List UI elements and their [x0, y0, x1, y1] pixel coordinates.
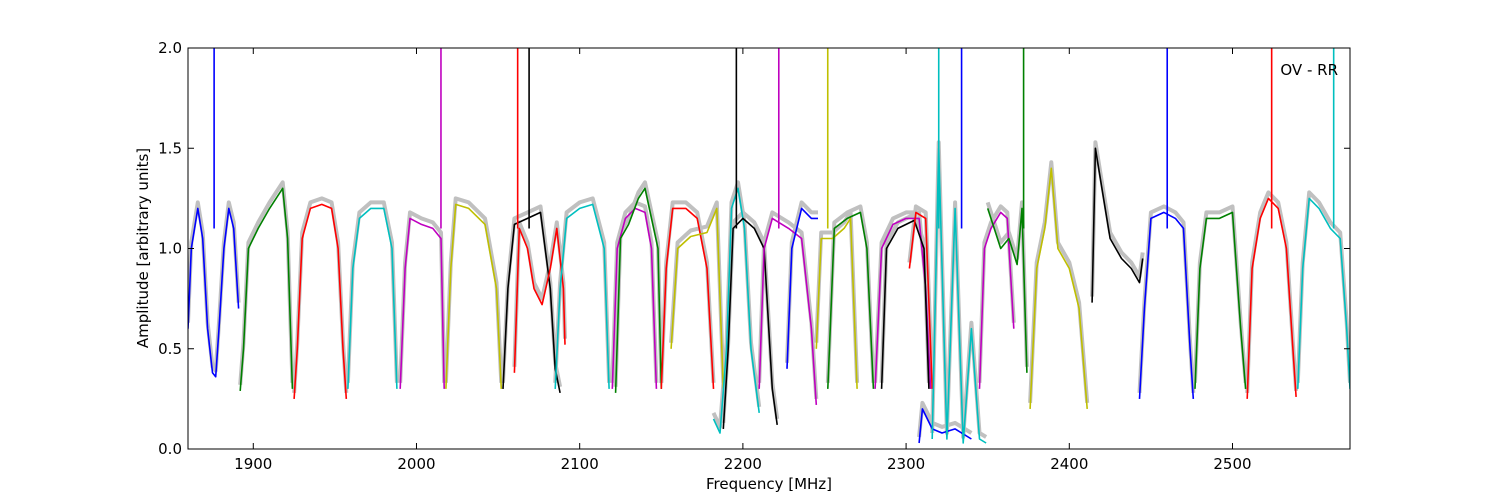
series-line-6 — [502, 211, 561, 394]
series-line-8 — [554, 203, 610, 389]
series-line-13 — [712, 187, 760, 434]
series-line-23 — [931, 147, 987, 444]
plot-area-frame — [187, 47, 1351, 450]
y-axis-label: Amplitude [arbitrary units] — [134, 148, 152, 348]
x-tick-label: 2300 — [887, 455, 925, 473]
series-line-17 — [815, 217, 858, 389]
x-tick-label: 2100 — [561, 455, 599, 473]
series-line-2 — [293, 203, 348, 399]
background-envelope-2 — [292, 196, 349, 394]
series-line-10 — [614, 187, 663, 393]
y-tick-label: 0.0 — [158, 440, 182, 458]
background-envelope-11 — [659, 200, 716, 383]
background-envelope-12 — [669, 200, 726, 383]
series-line-31 — [1297, 197, 1350, 389]
series-line-25 — [986, 207, 1028, 373]
x-axis-label: Frequency [MHz] — [706, 475, 832, 493]
background-envelope-31 — [1295, 190, 1350, 383]
y-tick-label: 2.0 — [158, 39, 182, 57]
series-line-15 — [758, 217, 818, 405]
x-tick-label: 1900 — [234, 455, 272, 473]
series-line-11 — [660, 207, 715, 389]
series-line-21 — [908, 211, 933, 389]
chart-annotation: OV - RR — [1280, 61, 1338, 79]
y-tick-label: 0.5 — [158, 340, 182, 358]
series-line-20 — [880, 219, 930, 389]
series-line-18 — [827, 211, 875, 389]
series-line-29 — [1194, 211, 1247, 389]
background-envelope-3 — [345, 200, 399, 383]
series-line-27 — [1091, 147, 1144, 303]
series-line-3 — [347, 207, 398, 389]
series-line-28 — [1138, 211, 1195, 399]
series-line-4 — [399, 217, 445, 389]
series-line-16 — [786, 207, 818, 369]
series-line-12 — [670, 207, 725, 389]
background-envelope-10 — [613, 180, 664, 387]
background-envelope-27 — [1090, 140, 1145, 297]
y-tick-label: 1.5 — [158, 139, 182, 157]
y-tick-label: 1.0 — [158, 240, 182, 258]
background-envelope-0 — [188, 200, 241, 373]
series-line-14 — [722, 217, 778, 429]
series-line-0 — [188, 207, 240, 378]
series-line-24 — [978, 211, 1015, 389]
background-envelope-layer — [188, 140, 1350, 439]
x-tick-label: 2000 — [397, 455, 435, 473]
background-envelope-4 — [398, 210, 447, 383]
series-layer — [188, 48, 1350, 444]
series-line-5 — [445, 203, 503, 389]
series-line-22 — [918, 408, 972, 444]
background-envelope-26 — [1028, 160, 1090, 404]
series-line-1 — [239, 187, 294, 391]
x-tick-label: 2400 — [1050, 455, 1088, 473]
background-envelope-28 — [1137, 204, 1196, 394]
x-tick-label: 2200 — [724, 455, 762, 473]
series-line-30 — [1246, 197, 1297, 399]
x-tick-label: 2500 — [1213, 455, 1251, 473]
series-line-26 — [1029, 167, 1088, 409]
tick-layer: 1900 2000 2100 2200 2300 2400 2500 0.0 0.5 1.0 1.5… — [158, 39, 1350, 473]
